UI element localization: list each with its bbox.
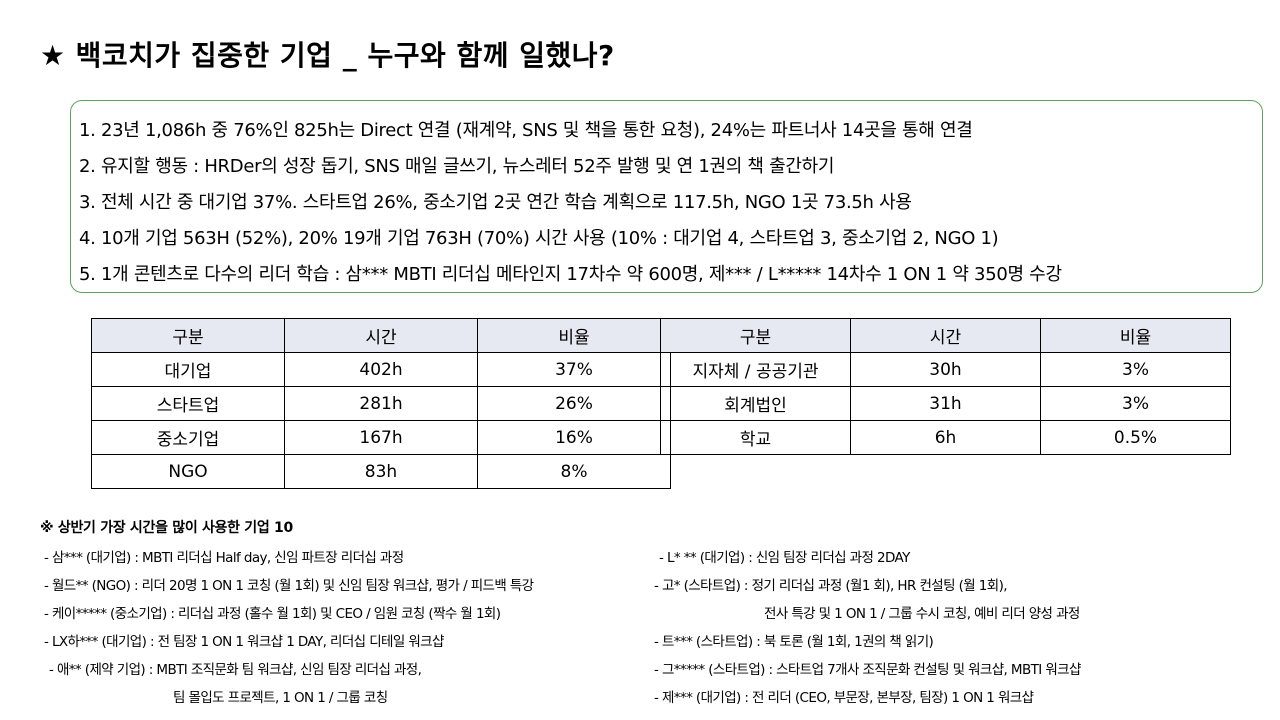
page-title-text: 백코치가 집중한 기업 _ 누구와 함께 일했나? xyxy=(75,39,615,72)
cell-time: 281h xyxy=(284,386,478,421)
summary-line: 5. 1개 콘텐츠로 다수의 리더 학습 : 삼*** MBTI 리더십 메타인… xyxy=(79,264,1062,285)
header-category: 구분 xyxy=(91,318,285,353)
cell-ratio: 3% xyxy=(1040,386,1231,421)
cell-category: 학교 xyxy=(660,420,851,455)
cell-category: 지자체 / 공공기관 xyxy=(660,352,851,387)
list-item-continuation: 팀 몰입도 프로젝트, 1 ON 1 / 그룹 코칭 xyxy=(173,690,388,706)
list-item: - 고* (스타트업) : 정기 리더십 과정 (월1 회), HR 컨설팅 (… xyxy=(654,578,1008,594)
table-header-row: 구분 시간 비율 xyxy=(91,318,671,353)
summary-line: 3. 전체 시간 중 대기업 37%. 스타트업 26%, 중소기업 2곳 연간… xyxy=(79,192,912,213)
cell-ratio: 16% xyxy=(477,420,671,455)
header-category: 구분 xyxy=(660,318,851,353)
cell-category: 스타트업 xyxy=(91,386,285,421)
cell-time: 167h xyxy=(284,420,478,455)
header-time: 시간 xyxy=(850,318,1041,353)
cell-ratio: 8% xyxy=(477,454,671,489)
list-item: - 애** (제약 기업) : MBTI 조직문화 팀 워크샵, 신임 팀장 리… xyxy=(49,662,422,678)
header-time: 시간 xyxy=(284,318,478,353)
table-row: 스타트업 281h 26% xyxy=(91,386,671,421)
summary-line: 4. 10개 기업 563H (52%), 20% 19개 기업 763H (7… xyxy=(79,228,999,249)
list-item-continuation: 전사 특강 및 1 ON 1 / 그룹 수시 코칭, 예비 리더 양성 과정 xyxy=(764,606,1080,622)
cell-ratio: 3% xyxy=(1040,352,1231,387)
cell-time: 83h xyxy=(284,454,478,489)
cell-time: 402h xyxy=(284,352,478,387)
top10-list-right: - L* ** (대기업) : 신임 팀장 리더십 과정 2DAY - 고* (… xyxy=(654,546,1274,716)
table-row: 중소기업 167h 16% xyxy=(91,420,671,455)
top10-title: ※ 상반기 가장 시간을 많이 사용한 기업 10 xyxy=(40,520,293,536)
list-item: - 트*** (스타트업) : 북 토론 (월 1회, 1권의 책 읽기) xyxy=(654,634,934,650)
table-header-row: 구분 시간 비율 xyxy=(660,318,1231,353)
summary-line: 1. 23년 1,086h 중 76%인 825h는 Direct 연결 (재계… xyxy=(79,120,973,141)
time-by-org-type-table: 구분 시간 비율 지자체 / 공공기관 30h 3% 회계법인 31h 3% 학… xyxy=(660,318,1231,455)
cell-category: 대기업 xyxy=(91,352,285,387)
list-item: - 그***** (스타트업) : 스타트업 7개사 조직문화 컨설팅 및 워크… xyxy=(654,662,1081,678)
cell-category: 회계법인 xyxy=(660,386,851,421)
table-row: 대기업 402h 37% xyxy=(91,352,671,387)
header-ratio: 비율 xyxy=(1040,318,1231,353)
cell-ratio: 26% xyxy=(477,386,671,421)
cell-ratio: 0.5% xyxy=(1040,420,1231,455)
cell-time: 30h xyxy=(850,352,1041,387)
list-item: - 삼*** (대기업) : MBTI 리더십 Half day, 신임 파트장… xyxy=(44,550,404,566)
summary-box: 1. 23년 1,086h 중 76%인 825h는 Direct 연결 (재계… xyxy=(70,100,1263,293)
list-item: - L* ** (대기업) : 신임 팀장 리더십 과정 2DAY xyxy=(659,550,910,566)
header-ratio: 비율 xyxy=(477,318,671,353)
table-row: 지자체 / 공공기관 30h 3% xyxy=(660,352,1231,387)
cell-category: NGO xyxy=(91,454,285,489)
table-row: 회계법인 31h 3% xyxy=(660,386,1231,421)
list-item: - 케이***** (중소기업) : 리더십 과정 (홀수 월 1회) 및 CE… xyxy=(44,606,501,622)
list-item: - LX하*** (대기업) : 전 팀장 1 ON 1 워크샵 1 DAY, … xyxy=(44,634,444,650)
summary-line: 2. 유지할 행동 : HRDer의 성장 돕기, SNS 매일 글쓰기, 뉴스… xyxy=(79,156,835,177)
cell-time: 31h xyxy=(850,386,1041,421)
page-title: ★ 백코치가 집중한 기업 _ 누구와 함께 일했나? xyxy=(40,34,615,74)
top10-list-left: - 삼*** (대기업) : MBTI 리더십 Half day, 신임 파트장… xyxy=(44,546,644,716)
time-by-company-type-table: 구분 시간 비율 대기업 402h 37% 스타트업 281h 26% 중소기업… xyxy=(91,318,671,489)
list-item: - 월드** (NGO) : 리더 20명 1 ON 1 코칭 (월 1회) 및… xyxy=(44,578,534,594)
star-icon: ★ xyxy=(40,39,66,72)
cell-category: 중소기업 xyxy=(91,420,285,455)
table-row: NGO 83h 8% xyxy=(91,454,671,489)
list-item: - 제*** (대기업) : 전 리더 (CEO, 부문장, 본부장, 팀장) … xyxy=(654,690,1034,706)
cell-time: 6h xyxy=(850,420,1041,455)
cell-ratio: 37% xyxy=(477,352,671,387)
table-row: 학교 6h 0.5% xyxy=(660,420,1231,455)
